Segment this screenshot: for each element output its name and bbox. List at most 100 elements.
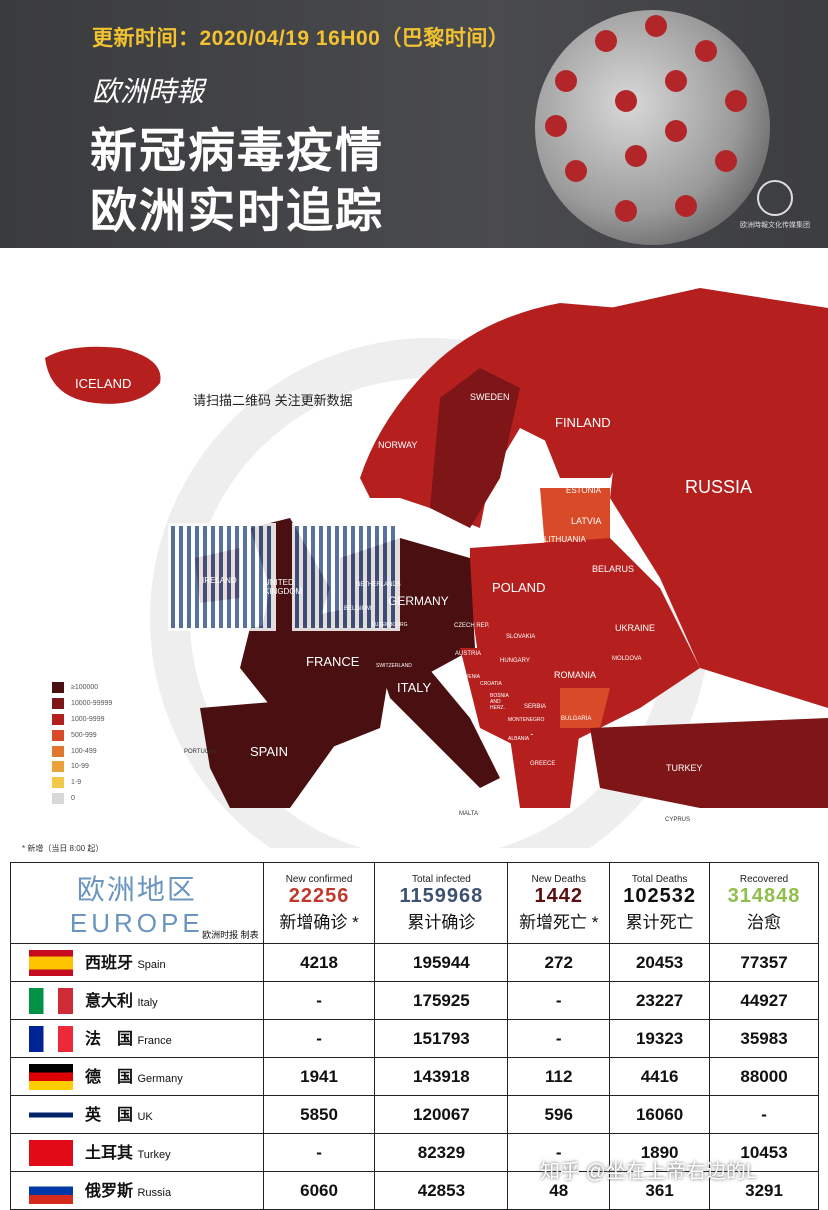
table-row: 法 国 France -151793-19323 35983 [10,1019,819,1058]
value-cell: 596 [507,1095,611,1134]
country-cell: 英 国 UK [10,1095,264,1134]
label-luxembourg: LUXEMBOURG [372,622,408,628]
legend-item: 0 [52,791,112,807]
table-row: 德 国 Germany 1941 143918 112 4416 88000 [10,1057,819,1096]
value-cell: 4416 [609,1057,711,1096]
region-cell: 欧洲地区 EUROPE 欧洲时报 制表 [10,862,264,944]
country-cell: 俄罗斯 Russia [10,1171,264,1210]
value-cell: 82329 [374,1133,509,1172]
legend-item: 500-999 [52,727,112,743]
flag-icon [29,1140,73,1167]
label-albania: ALBANIA [508,736,530,742]
flag-icon [29,1026,73,1053]
value-cell: 42853 [374,1171,509,1210]
table-row: 意大利 Italy -175925-23227 44927 [10,981,819,1020]
label-portugal: PORTUGAL [184,749,217,755]
title-line-2: 欧洲实时追踪 [90,184,384,237]
label-belarus: BELARUS [592,564,635,574]
label-germany: GERMANY [388,594,449,608]
value-cell: 5850 [262,1095,376,1134]
qr-caption: 请扫描二维码 关注更新数据 [193,393,353,408]
europe-map: 欧洲時報.com 欧洲時報 [0,248,828,898]
value-cell: 112 [507,1057,611,1096]
label-russia: RUSSIA [685,477,753,497]
value-cell: 35983 [709,1019,819,1058]
virus-image [535,10,770,245]
label-belgium: BELGIUM [344,606,372,612]
footnote: * 新增（当日 8:00 起） [22,844,104,853]
table-row: 英 国 UK 5850 120067 596 16060- [10,1095,819,1134]
country-cell: 德 国 Germany [10,1057,264,1096]
label-ireland: IRELAND [202,576,237,585]
legend-item: 100-499 [52,743,112,759]
qr-code-website[interactable] [168,523,276,631]
column-header: New confirmed 22256 新增确诊 * [262,862,376,944]
value-cell: 1941 [262,1057,376,1096]
value-cell: 6060 [262,1171,376,1210]
label-slovakia: SLOVAKIA [506,634,536,640]
column-header: Recovered 314848 治愈 [709,862,819,944]
value-cell: 77357 [709,943,819,982]
legend-item: 1-9 [52,775,112,791]
value-cell: - [262,981,376,1020]
region-cn: 欧洲地区 [76,873,197,905]
table-row: 俄罗斯 Russia 6060 42853 48 361 3291 [10,1171,819,1210]
flag-icon [29,988,73,1015]
column-header: New Deaths 1442 新增死亡 * [507,862,611,944]
qr2-text: 欧洲時報 [330,326,355,332]
legend-item: 10-99 [52,759,112,775]
table-header-row: 欧洲地区 EUROPE 欧洲时报 制表 New confirmed 22256 新增… [10,862,819,944]
table-row: 土耳其 Turkey -82329-1890 10453 [10,1133,819,1172]
label-uk: UNITED KINGDOM [264,578,303,596]
label-latvia: LATVIA [571,516,602,526]
country-cell: 土耳其 Turkey [10,1133,264,1172]
label-serbia: SERBIA [524,704,547,710]
legend-swatch [52,729,64,741]
value-cell: 195944 [374,943,509,982]
label-cyprus: CYPRUS [665,817,691,823]
label-denmark: DENMARK [396,526,427,532]
legend-swatch [52,777,64,789]
update-time: 更新时间：2020/04/19 16H00（巴黎时间） [92,27,510,50]
label-bulgaria: BULGARIA [561,716,592,722]
country-cell: 法 国 France [10,1019,264,1058]
label-turkey: TURKEY [666,763,703,773]
label-italy: ITALY [397,680,432,695]
label-france: FRANCE [306,654,360,669]
flag-icon [29,1064,73,1091]
credit: 欧洲时报 制表 [202,930,259,940]
label-estonia: ESTONIA [566,486,601,495]
label-poland: POLAND [492,580,546,595]
value-cell: - [507,1019,611,1058]
stats-table: 欧洲地区 EUROPE 欧洲时报 制表 New confirmed 22256 新增… [10,862,819,1210]
label-czech: CZECH REP. [454,623,490,629]
country-cell: 西班牙 Spain [10,943,264,982]
title-line-1: 新冠病毒疫情 [90,124,384,177]
flag-icon [29,1178,73,1205]
label-netherlands: NETHERLANDS [356,582,401,588]
value-cell: 4218 [262,943,376,982]
legend-item: ≥100000 [52,680,112,696]
legend-swatch [52,682,64,694]
legend-swatch [52,761,64,773]
value-cell: 88000 [709,1057,819,1096]
legend-item: 10000-99999 [52,696,112,712]
value-cell: 23227 [609,981,711,1020]
qr-code-wechat[interactable] [292,523,400,631]
label-switzerland: SWITZERLAND [376,663,412,669]
label-bosnia: BOSNIA AND HERZ. [490,693,509,711]
region-en: EUROPE [69,907,204,938]
label-norway: NORWAY [378,440,418,450]
label-sweden: SWEDEN [470,392,510,402]
publisher-logo: 欧洲時報文化传媒集团 [730,180,820,230]
value-cell: 151793 [374,1019,509,1058]
label-ukraine: UKRAINE [615,623,656,633]
label-malta: MALTA [459,811,479,817]
value-cell: - [262,1019,376,1058]
legend-swatch [52,745,64,757]
legend-item: 1000-9999 [52,712,112,728]
value-cell: 272 [507,943,611,982]
value-cell: 143918 [374,1057,509,1096]
value-cell: 361 [609,1171,711,1210]
label-croatia: CROATIA [480,681,502,687]
